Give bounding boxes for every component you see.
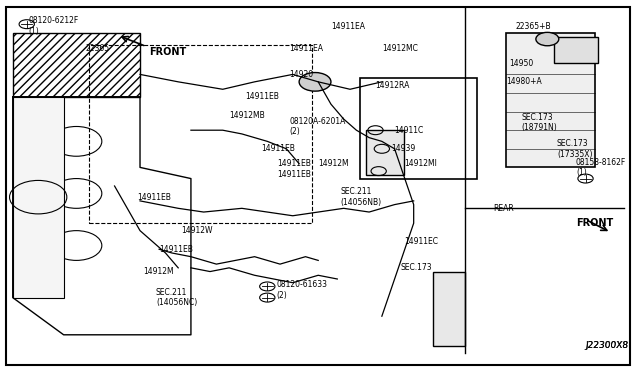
Text: 14920: 14920 xyxy=(289,70,314,79)
Text: 14911EB: 14911EB xyxy=(277,159,311,168)
Text: 14950: 14950 xyxy=(509,59,533,68)
Bar xyxy=(13,33,140,97)
Bar xyxy=(360,78,477,179)
Text: SEC.173
(18791N): SEC.173 (18791N) xyxy=(522,113,557,132)
Text: 08120-6212F
(1): 08120-6212F (1) xyxy=(29,16,79,36)
Text: 14911EC: 14911EC xyxy=(404,237,438,246)
Text: 14911EB: 14911EB xyxy=(159,245,193,254)
Bar xyxy=(89,45,312,223)
Text: REAR: REAR xyxy=(493,204,514,213)
Text: 14980+A: 14980+A xyxy=(506,77,541,86)
Circle shape xyxy=(299,73,331,91)
Text: 14939: 14939 xyxy=(392,144,415,153)
Bar xyxy=(554,37,598,63)
Text: J22300X8: J22300X8 xyxy=(586,341,628,350)
FancyBboxPatch shape xyxy=(13,97,63,298)
Circle shape xyxy=(536,32,559,46)
Text: 14911C: 14911C xyxy=(395,126,424,135)
Text: 14911EA: 14911EA xyxy=(331,22,365,31)
Text: 22365+B: 22365+B xyxy=(515,22,551,31)
Text: SEC.173: SEC.173 xyxy=(401,263,433,272)
Text: FRONT: FRONT xyxy=(150,47,187,57)
Text: 14911EB: 14911EB xyxy=(137,193,171,202)
Text: 08158-8162F
(1): 08158-8162F (1) xyxy=(576,158,626,177)
Text: 14911EB: 14911EB xyxy=(245,92,279,101)
Text: 22365: 22365 xyxy=(86,44,110,53)
Text: 14911EB: 14911EB xyxy=(277,170,311,179)
Text: 14912M: 14912M xyxy=(318,159,349,168)
Text: 14912M: 14912M xyxy=(143,267,174,276)
Text: 08120-61633
(2): 08120-61633 (2) xyxy=(277,280,328,300)
Text: 14912MI: 14912MI xyxy=(404,159,437,168)
Text: 14912RA: 14912RA xyxy=(376,81,410,90)
Text: 14911EB: 14911EB xyxy=(261,144,295,153)
Text: FRONT: FRONT xyxy=(576,218,613,228)
Text: 14911EA: 14911EA xyxy=(289,44,324,53)
Text: 14912MB: 14912MB xyxy=(229,111,265,120)
Text: SEC.211
(14056NC): SEC.211 (14056NC) xyxy=(156,288,197,307)
Text: 14912W: 14912W xyxy=(181,226,213,235)
Bar xyxy=(506,33,595,167)
Bar xyxy=(433,272,465,346)
Text: SEC.211
(14056NB): SEC.211 (14056NB) xyxy=(340,187,381,207)
Text: J22300X8: J22300X8 xyxy=(586,341,628,350)
Text: SEC.173
(17335X): SEC.173 (17335X) xyxy=(557,139,593,158)
Text: 08120A-6201A
(2): 08120A-6201A (2) xyxy=(289,117,346,136)
Bar xyxy=(366,130,404,175)
Text: 14912MC: 14912MC xyxy=(382,44,418,53)
